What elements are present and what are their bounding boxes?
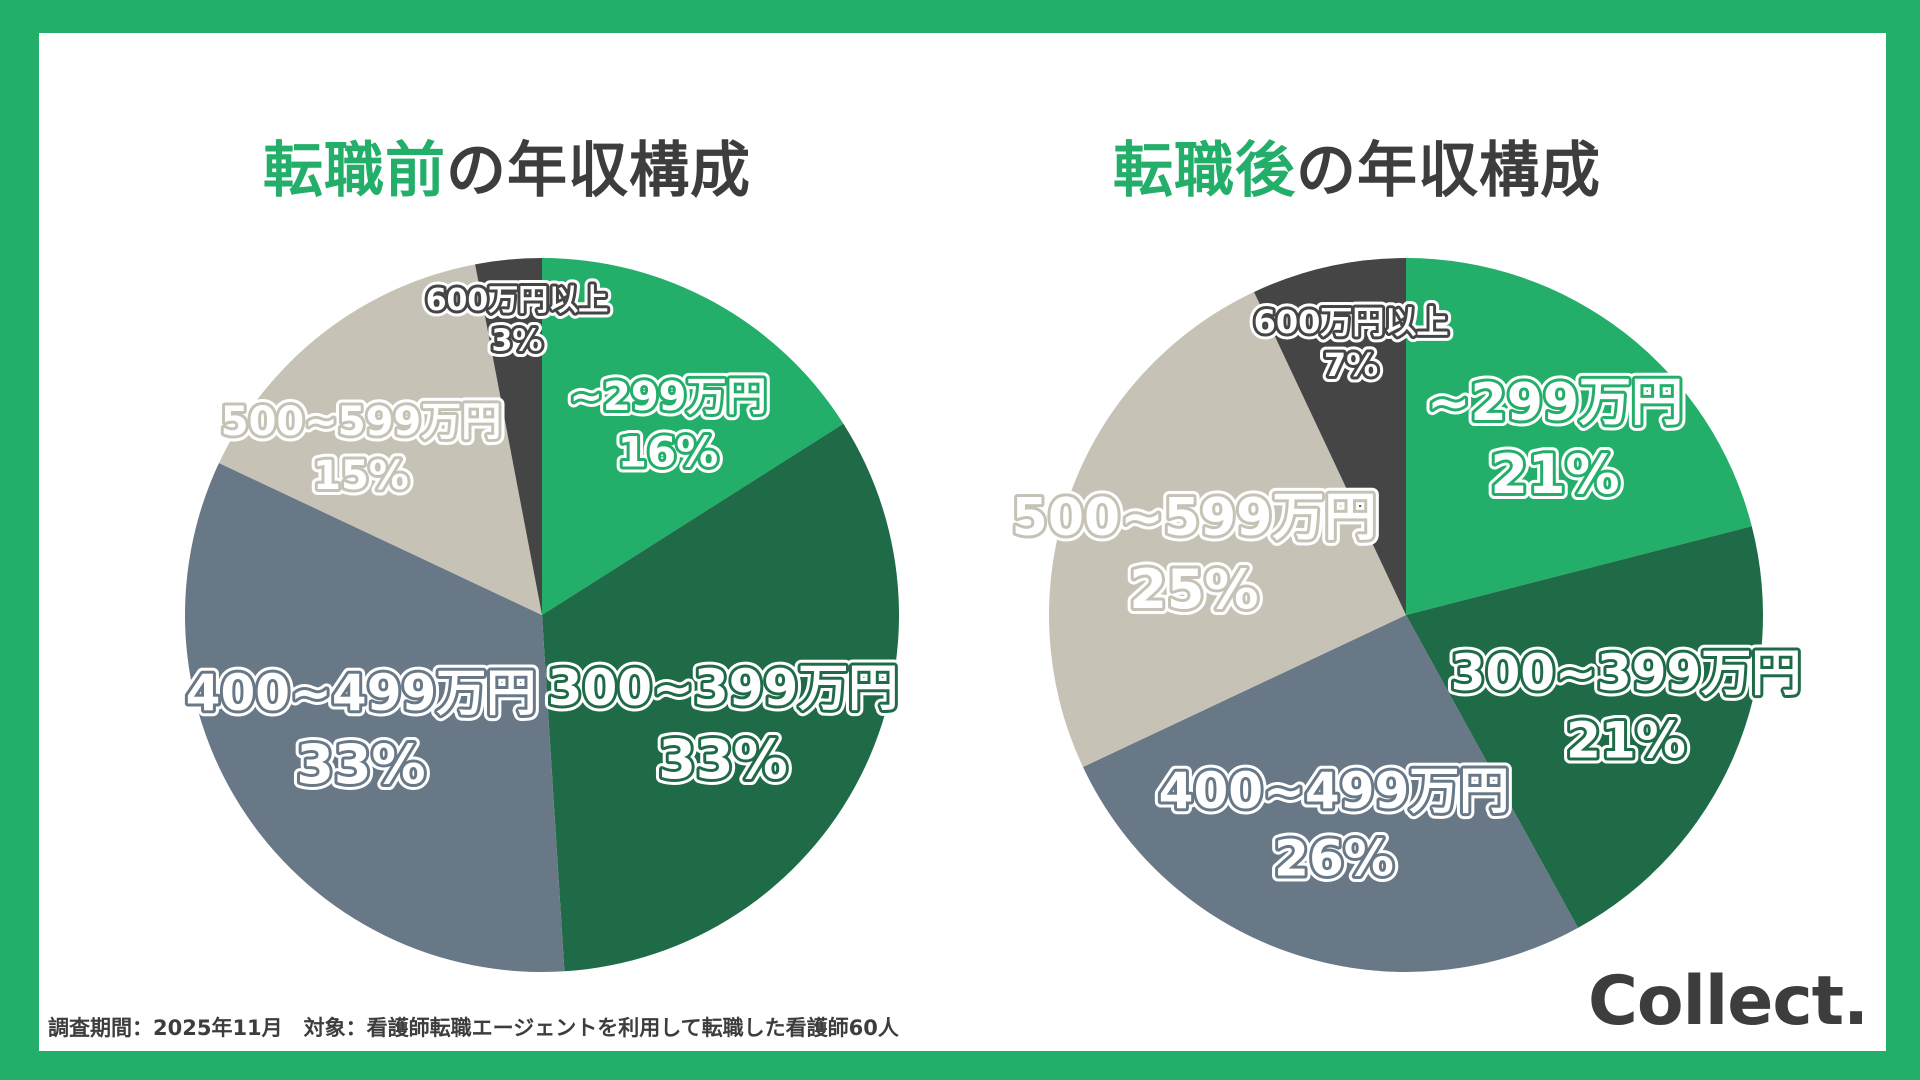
slice-category-label: 400~499万円	[186, 664, 537, 722]
label-halo: ~299万円	[1427, 373, 1683, 433]
slice-category-label: 300~399万円	[548, 659, 899, 717]
label-halo: 600万円以上	[426, 283, 609, 318]
slice-category-label: ~299万円	[569, 374, 766, 420]
label-halo: 33%	[296, 733, 425, 796]
label-halo: ~299万円	[569, 374, 766, 420]
label-halo: 25%	[1129, 558, 1258, 621]
label-halo: 400~499万円	[186, 664, 537, 722]
slice-percent-label: 33%	[296, 733, 425, 796]
pie-slice	[184, 462, 565, 972]
label-halo: 600万円以上	[1254, 303, 1449, 341]
slice-category-label: 600万円以上	[1254, 303, 1449, 341]
slice-category-label: 400~499万円	[1159, 762, 1510, 820]
title-highlight: 転職前	[263, 136, 446, 206]
label-halo: 26%	[1274, 830, 1394, 888]
label-halo: 500~599万円	[1012, 488, 1377, 548]
slice-category-label: 600万円以上	[426, 283, 609, 318]
chart-title-after: 転職後の年収構成	[1113, 122, 1601, 209]
slice-category-label: 500~599万円	[1012, 488, 1377, 548]
slice-category-label: 500~599万円	[221, 399, 502, 445]
label-halo: 21%	[1566, 712, 1686, 770]
title-rest: の年収構成	[446, 136, 751, 206]
slice-percent-label: 21%	[1566, 712, 1686, 770]
slice-percent-label: 26%	[1274, 830, 1394, 888]
label-halo: 300~399万円	[1451, 644, 1802, 702]
label-halo: 500~599万円	[221, 399, 502, 445]
pie-slice	[218, 264, 542, 615]
pie-slice	[542, 258, 844, 615]
label-halo: 3%	[492, 324, 543, 359]
title-highlight: 転職後	[1113, 136, 1296, 206]
label-halo: 21%	[1490, 443, 1619, 506]
chart-title-before: 転職前の年収構成	[263, 122, 751, 209]
pie-slice	[475, 258, 542, 615]
slice-percent-label: 25%	[1129, 558, 1258, 621]
slice-category-label: 300~399万円	[1451, 644, 1802, 702]
slice-percent-label: 33%	[658, 728, 787, 791]
title-rest: の年収構成	[1296, 136, 1601, 206]
pie-slice	[1253, 258, 1406, 615]
slice-percent-label: 21%	[1490, 443, 1619, 506]
slice-percent-label: 7%	[1324, 346, 1378, 384]
collect-logo: Collect.	[1588, 962, 1869, 1041]
label-halo: 16%	[618, 428, 719, 477]
label-halo: 7%	[1324, 346, 1378, 384]
label-halo: 300~399万円	[548, 659, 899, 717]
pie-slice	[1406, 526, 1763, 928]
slice-percent-label: 3%	[492, 324, 543, 359]
label-halo: 15%	[313, 453, 409, 499]
label-halo: 33%	[658, 728, 787, 791]
pie-slice	[542, 423, 899, 972]
slice-percent-label: 16%	[618, 428, 719, 477]
slice-percent-label: 15%	[313, 453, 409, 499]
pie-slice	[1406, 258, 1752, 615]
pie-slice	[1049, 291, 1406, 768]
survey-footnote: 調査期間：2025年11月 対象：看護師転職エージェントを利用して転職した看護師…	[48, 1016, 899, 1040]
label-halo: 400~499万円	[1159, 762, 1510, 820]
pie-slice	[1082, 615, 1578, 973]
slice-category-label: ~299万円	[1427, 373, 1683, 433]
